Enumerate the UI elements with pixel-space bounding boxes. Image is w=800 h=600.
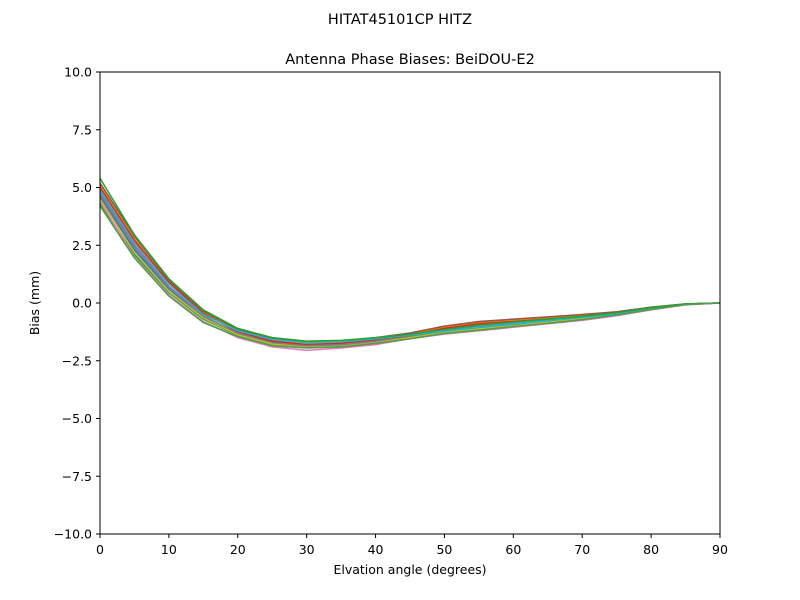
series-line xyxy=(99,177,721,342)
y-tick-label: 5.0 xyxy=(72,180,92,195)
x-tick-label: 20 xyxy=(230,542,246,557)
x-tick-label: 60 xyxy=(505,542,521,557)
series-layer xyxy=(99,177,721,352)
x-tick-label: 0 xyxy=(96,542,104,557)
y-tick-label: −7.5 xyxy=(62,469,92,484)
x-tick-label: 70 xyxy=(574,542,590,557)
x-tick-label: 80 xyxy=(643,542,659,557)
chart-title: Antenna Phase Biases: BeiDOU-E2 xyxy=(285,52,535,68)
y-axis-label: Bias (mm) xyxy=(27,271,42,335)
figure-suptitle: HITAT45101CP HITZ xyxy=(328,12,472,28)
y-axis: 10.0 7.5 5.0 2.5 0.0 −2.5 −5.0 −7.5 −10.0 xyxy=(54,65,100,542)
y-tick-label: −2.5 xyxy=(62,353,92,368)
x-tick-label: 10 xyxy=(161,542,177,557)
y-tick-label: −5.0 xyxy=(62,411,92,426)
series-line xyxy=(99,205,721,349)
x-tick-label: 30 xyxy=(299,542,315,557)
y-tick-label: −10.0 xyxy=(54,527,92,542)
x-axis: 0 10 20 30 40 50 60 70 80 90 xyxy=(96,534,728,557)
series-line xyxy=(99,182,721,344)
y-tick-label: 0.0 xyxy=(72,296,92,311)
x-tick-label: 50 xyxy=(436,542,452,557)
y-tick-label: 7.5 xyxy=(72,122,92,137)
x-tick-label: 40 xyxy=(368,542,384,557)
y-tick-label: 10.0 xyxy=(64,65,92,80)
x-axis-label: Elvation angle (degrees) xyxy=(333,562,486,577)
x-tick-label: 90 xyxy=(712,542,728,557)
y-tick-label: 2.5 xyxy=(72,238,92,253)
